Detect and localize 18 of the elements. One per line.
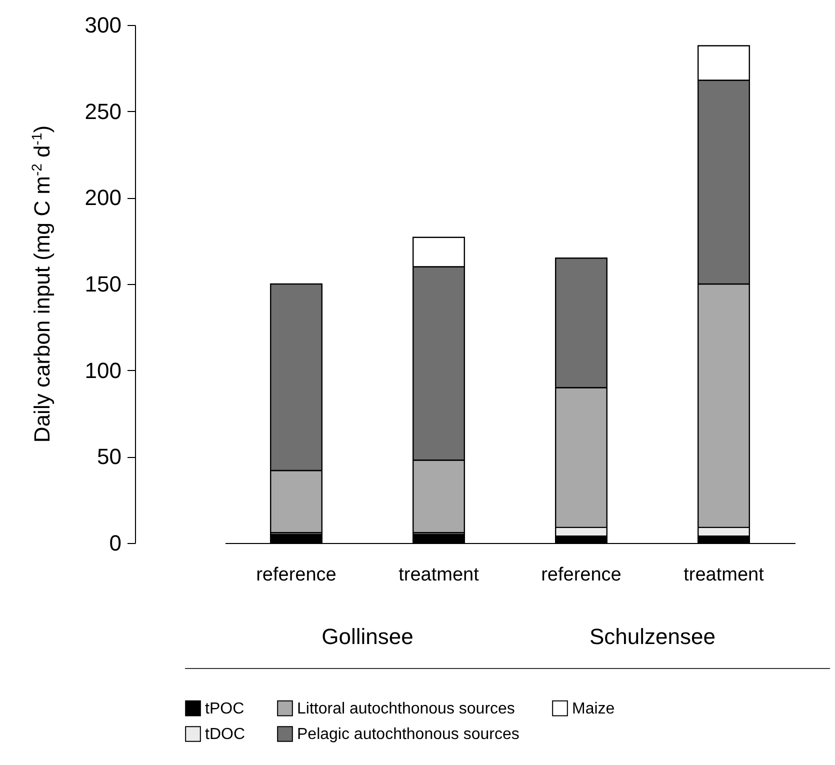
text: Schulzensee: [590, 624, 716, 650]
x-tick-label: reference: [541, 564, 622, 586]
legend-label: Littoral autochthonous sources: [297, 700, 515, 718]
y-tick-label: 100: [84, 358, 122, 383]
y-tick-label: 50: [97, 444, 122, 470]
x-tick-label: reference: [256, 564, 336, 586]
legend-label: Pelagic autochthonous sources: [297, 726, 520, 743]
y-tick-label: 250: [84, 98, 122, 124]
legend-label: tDOC: [205, 726, 245, 743]
y-tick-label: 300: [84, 12, 122, 38]
legend-label: tPOC: [205, 700, 244, 718]
legend-label: Maize: [572, 700, 615, 718]
x-tick-label: treatment: [398, 564, 480, 586]
y-tick-label: 200: [84, 185, 122, 210]
x-tick-label: treatment: [684, 564, 765, 586]
y-tick-label: 0: [109, 530, 122, 556]
y-tick-label: 150: [84, 272, 122, 296]
text: Gollinsee: [322, 624, 414, 650]
